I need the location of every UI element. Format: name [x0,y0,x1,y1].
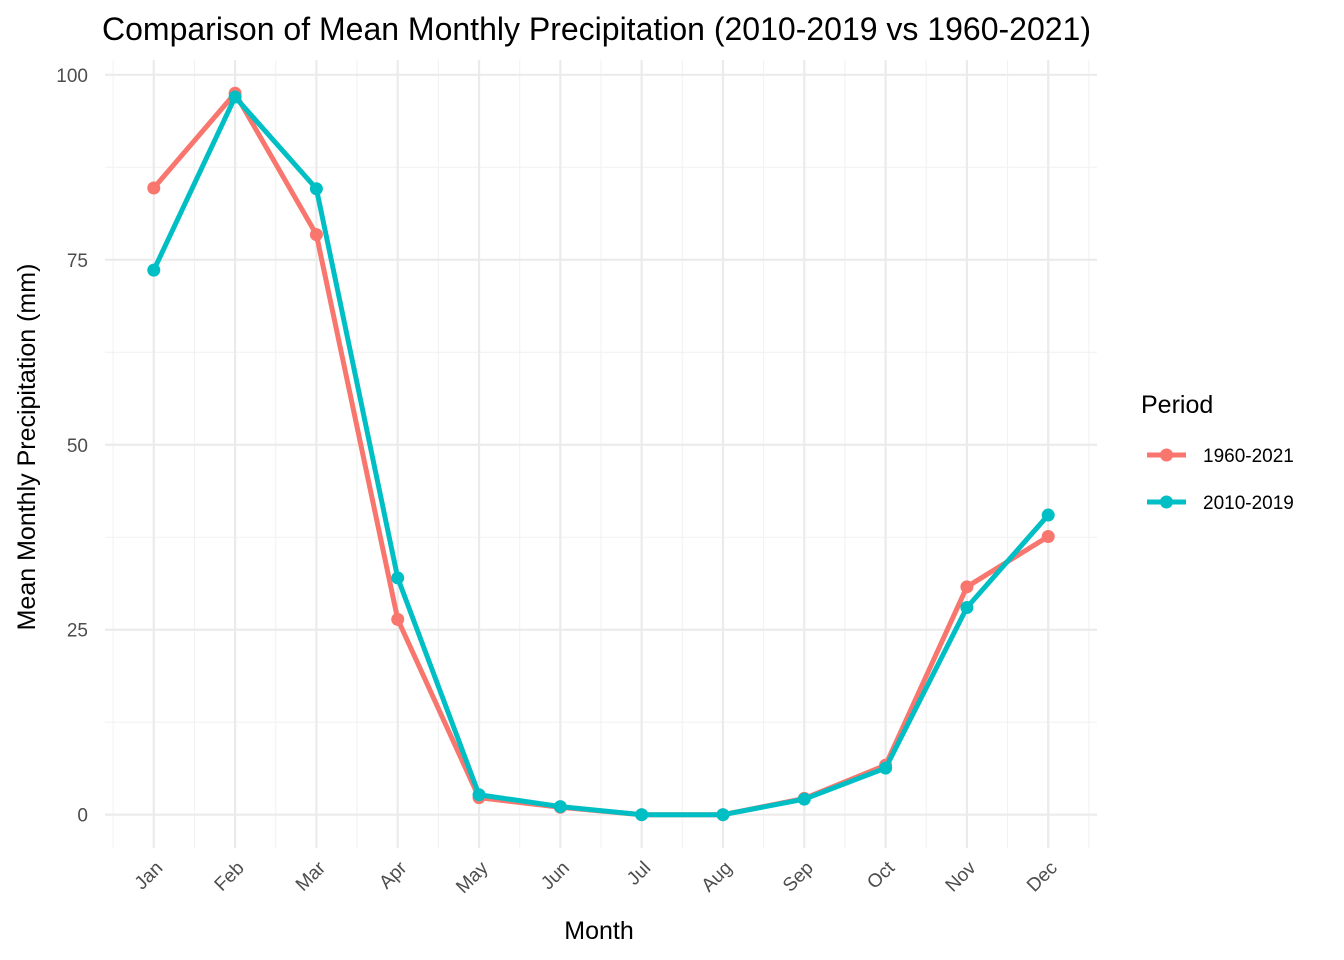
minor-gridlines [105,60,1097,848]
legend-key-point-1960-2021 [1160,448,1173,462]
legend-label-1960-2021: 1960-2021 [1203,446,1294,467]
series-point-1960-2021-apr [391,612,405,626]
series-point-2010-2019-nov [960,601,974,615]
legend-key-point-2010-2019 [1160,495,1173,509]
x-tick-label-nov: Nov [942,857,981,896]
y-tick-label: 100 [56,66,88,87]
series-point-2010-2019-may [472,788,486,802]
series-point-2010-2019-mar [309,182,323,196]
series-point-2010-2019-jan [147,263,161,277]
x-tick-label-feb: Feb [211,858,249,896]
series-layer [147,86,1055,822]
x-tick-label-jan: Jan [131,858,168,895]
major-gridlines [105,60,1097,848]
x-axis-title: Month [564,917,633,945]
legend-entries: 1960-2021 2010-2019 [1147,446,1294,514]
legend-label-2010-2019: 2010-2019 [1203,493,1294,514]
y-tick-label: 50 [67,436,88,457]
series-point-2010-2019-feb [228,90,242,104]
x-tick-label-apr: Apr [375,857,411,893]
x-axis-tick-labels: Jan Feb Mar Apr May Jun Jul Aug Sep Oct Nov Dec [131,857,1062,898]
series-line-2010-2019 [151,94,1051,818]
series-point-1960-2021-nov [960,580,974,594]
chart-title: Comparison of Mean Monthly Precipitation… [102,11,1091,47]
x-tick-label-mar: Mar [292,857,330,895]
x-tick-label-sep: Sep [779,858,818,897]
x-tick-label-aug: Aug [698,858,737,897]
legend: Period 1960-2021 2010-2019 [1141,391,1294,514]
series-point-2010-2019-oct [879,761,893,775]
x-tick-label-may: May [452,857,493,898]
series-point-2010-2019-jun [553,800,567,814]
series-point-1960-2021-mar [309,228,323,242]
x-tick-label-dec: Dec [1023,858,1062,897]
series-point-2010-2019-apr [391,571,405,585]
series-point-2010-2019-dec [1041,508,1055,522]
y-tick-label: 0 [77,806,88,827]
series-point-1960-2021-jan [147,181,161,195]
y-axis-title: Mean Monthly Precipitation (mm) [13,264,41,631]
legend-title: Period [1141,391,1213,419]
x-tick-label-jun: Jun [537,858,574,895]
series-point-2010-2019-aug [716,808,730,822]
y-tick-label: 25 [67,621,88,642]
y-axis-tick-labels: 0 25 50 75 100 [56,66,88,827]
x-tick-label-oct: Oct [863,857,899,893]
series-point-2010-2019-sep [797,792,811,806]
y-tick-label: 75 [67,251,88,272]
x-tick-label-jul: Jul [623,858,655,890]
series-point-1960-2021-dec [1041,529,1055,543]
series-point-2010-2019-jul [635,808,649,822]
